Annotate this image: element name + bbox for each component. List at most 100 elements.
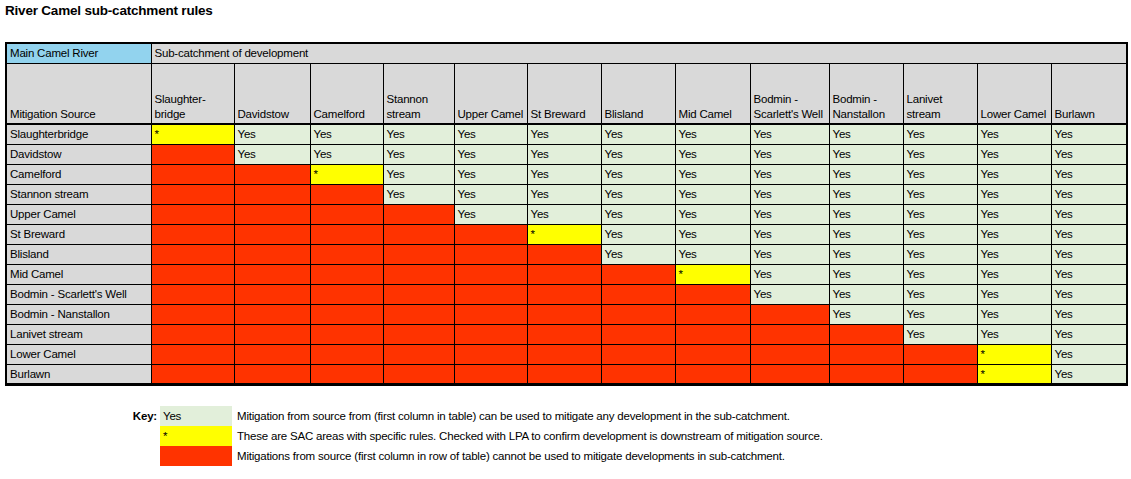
- matrix-cell: Yes: [1051, 144, 1127, 164]
- matrix-cell: *: [151, 124, 234, 144]
- matrix-cell: [601, 344, 675, 364]
- matrix-cell: [383, 304, 454, 324]
- matrix-cell: Yes: [903, 264, 977, 284]
- matrix-cell: [310, 244, 383, 264]
- matrix-cell: [454, 224, 527, 244]
- matrix-cell: Yes: [675, 224, 750, 244]
- matrix-cell: Yes: [1051, 304, 1127, 324]
- matrix-cell: [234, 264, 310, 284]
- matrix-cell: [601, 304, 675, 324]
- matrix-cell: Yes: [977, 244, 1051, 264]
- legend-row: Key:YesMitigation from source from (firs…: [131, 406, 823, 426]
- legend-swatch-yes: Yes: [160, 406, 232, 426]
- matrix-cell: Yes: [675, 164, 750, 184]
- matrix-cell: Yes: [829, 204, 903, 224]
- matrix-cell: *: [977, 364, 1051, 384]
- matrix-cell: Yes: [1051, 124, 1127, 144]
- matrix-cell: [151, 224, 234, 244]
- matrix-cell: [383, 244, 454, 264]
- matrix-cell: Yes: [383, 184, 454, 204]
- matrix-cell: [310, 324, 383, 344]
- key-label: [131, 446, 157, 466]
- key-label: Key:: [131, 406, 157, 426]
- column-header: Bodmin - Nanstallon: [829, 63, 903, 124]
- table-row: Burlawn *Yes: [6, 364, 1127, 384]
- matrix-cell: [527, 324, 601, 344]
- matrix-cell: [454, 244, 527, 264]
- column-header: Upper Camel: [454, 63, 527, 124]
- matrix-cell: [750, 364, 829, 384]
- matrix-cell: [151, 184, 234, 204]
- matrix-cell: [234, 204, 310, 224]
- matrix-cell: Yes: [675, 124, 750, 144]
- column-header: St Breward: [527, 63, 601, 124]
- matrix-cell: Yes: [675, 204, 750, 224]
- matrix-cell: [234, 324, 310, 344]
- matrix-cell: [675, 324, 750, 344]
- matrix-cell: [234, 164, 310, 184]
- mitigation-source-header: Mitigation Source: [6, 63, 151, 124]
- matrix-cell: Yes: [750, 124, 829, 144]
- matrix-cell: [750, 324, 829, 344]
- matrix-cell: Yes: [1051, 284, 1127, 304]
- matrix-cell: Yes: [383, 124, 454, 144]
- row-label: Camelford: [6, 164, 151, 184]
- matrix-cell: *: [310, 164, 383, 184]
- corner-header-cell: Main Camel River: [6, 43, 151, 63]
- matrix-cell: [675, 284, 750, 304]
- matrix-cell: Yes: [977, 164, 1051, 184]
- matrix-cell: Yes: [829, 244, 903, 264]
- column-header: Lanivet stream: [903, 63, 977, 124]
- table-row: Camelford*YesYesYesYesYesYesYesYesYesYes: [6, 164, 1127, 184]
- matrix-cell: Yes: [234, 144, 310, 164]
- matrix-cell: Yes: [601, 204, 675, 224]
- matrix-cell: Yes: [601, 144, 675, 164]
- key-label: [131, 426, 157, 446]
- matrix-cell: [151, 304, 234, 324]
- matrix-cell: Yes: [977, 204, 1051, 224]
- table-row: Stannon streamYesYesYesYesYesYesYesYesYe…: [6, 184, 1127, 204]
- row-label: Upper Camel: [6, 204, 151, 224]
- row-label: Burlawn: [6, 364, 151, 384]
- matrix-cell: Yes: [601, 124, 675, 144]
- matrix-cell: Yes: [527, 164, 601, 184]
- matrix-cell: Yes: [527, 144, 601, 164]
- matrix-cell: [675, 344, 750, 364]
- matrix-cell: Yes: [903, 284, 977, 304]
- table-row: Bodmin - Scarlett's WellYesYesYesYesYes: [6, 284, 1127, 304]
- table-row: Mid Camel*YesYesYesYesYes: [6, 264, 1127, 284]
- matrix-cell: Yes: [903, 184, 977, 204]
- row-label: Stannon stream: [6, 184, 151, 204]
- matrix-cell: Yes: [1051, 204, 1127, 224]
- page-title: River Camel sub-catchment rules: [5, 3, 213, 18]
- matrix-cell: [527, 284, 601, 304]
- matrix-cell: Yes: [750, 164, 829, 184]
- matrix-cell: Yes: [675, 144, 750, 164]
- matrix-cell: Yes: [750, 264, 829, 284]
- matrix-cell: Yes: [829, 264, 903, 284]
- matrix-cell: Yes: [977, 324, 1051, 344]
- matrix-cell: [234, 244, 310, 264]
- column-header: Lower Camel: [977, 63, 1051, 124]
- matrix-cell: Yes: [750, 204, 829, 224]
- matrix-cell: [151, 264, 234, 284]
- matrix-cell: *: [675, 264, 750, 284]
- matrix-cell: [310, 304, 383, 324]
- matrix-cell: [310, 204, 383, 224]
- matrix-cell: [234, 184, 310, 204]
- merged-header-row: Main Camel River Sub-catchment of develo…: [6, 43, 1127, 63]
- matrix-cell: Yes: [1051, 364, 1127, 384]
- matrix-cell: [151, 144, 234, 164]
- matrix-cell: Yes: [527, 204, 601, 224]
- matrix-cell: [527, 344, 601, 364]
- column-header: Mid Camel: [675, 63, 750, 124]
- matrix-cell: Yes: [1051, 164, 1127, 184]
- matrix-cell: [151, 324, 234, 344]
- matrix-cell: [750, 304, 829, 324]
- matrix-cell: [151, 364, 234, 384]
- legend-swatch-no: [160, 446, 232, 466]
- matrix-cell: Yes: [903, 244, 977, 264]
- matrix-cell: Yes: [1051, 344, 1127, 364]
- row-label: Davidstow: [6, 144, 151, 164]
- matrix-cell: Yes: [675, 244, 750, 264]
